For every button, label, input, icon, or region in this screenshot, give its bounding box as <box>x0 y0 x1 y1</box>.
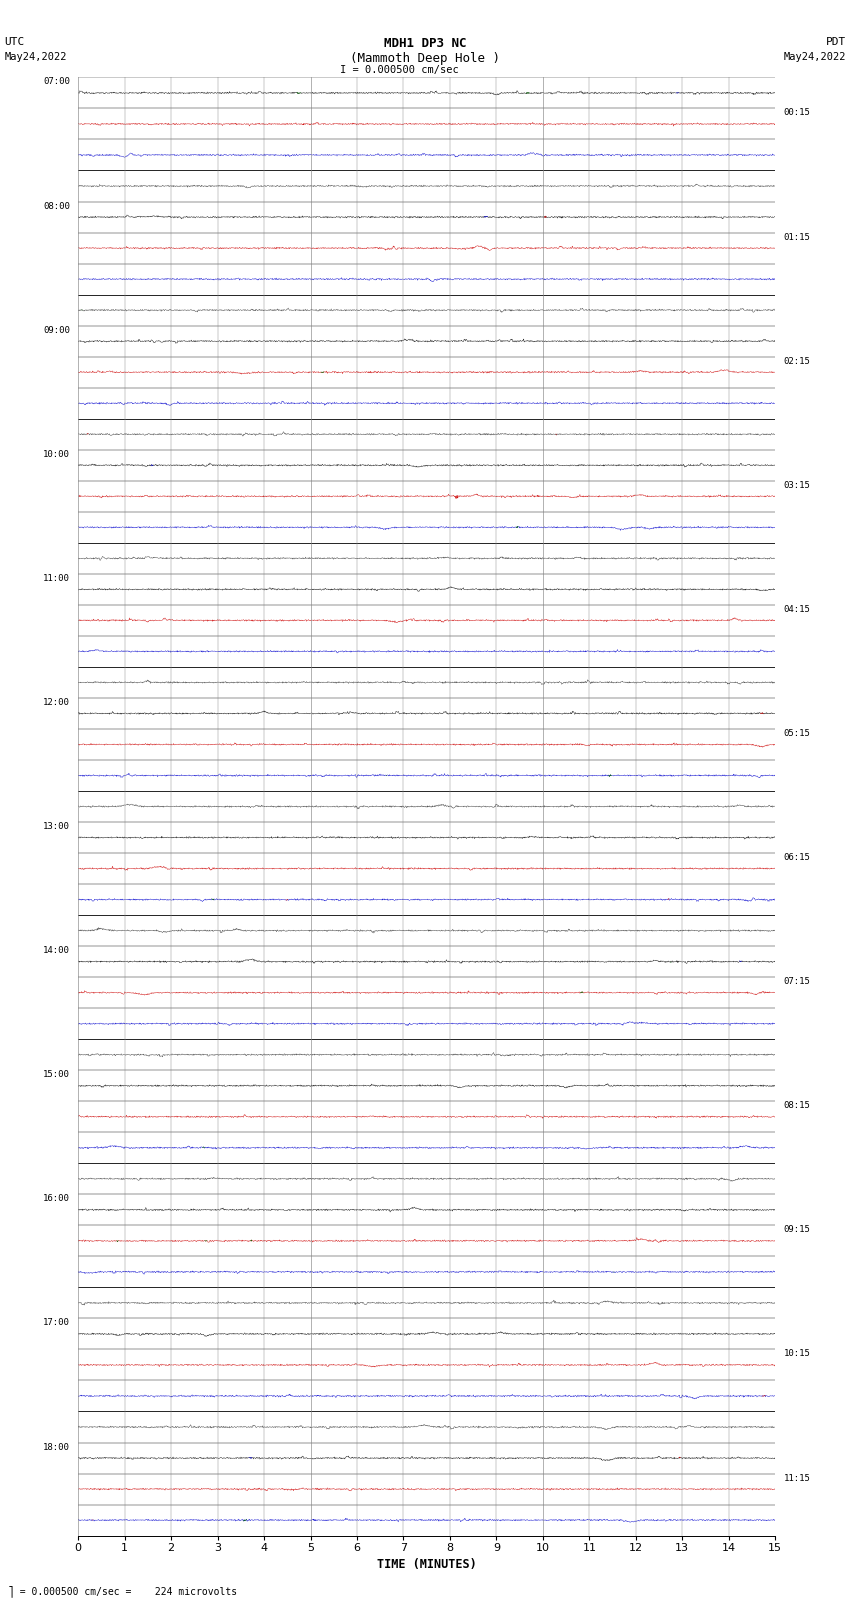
Text: (Mammoth Deep Hole ): (Mammoth Deep Hole ) <box>350 52 500 65</box>
Text: 10:15: 10:15 <box>784 1350 810 1358</box>
Text: 16:00: 16:00 <box>43 1194 70 1203</box>
Text: 17:00: 17:00 <box>43 1318 70 1327</box>
Text: 14:00: 14:00 <box>43 947 70 955</box>
Text: 09:15: 09:15 <box>784 1226 810 1234</box>
Text: I = 0.000500 cm/sec: I = 0.000500 cm/sec <box>340 65 459 74</box>
Text: 11:00: 11:00 <box>43 574 70 582</box>
Text: 11:15: 11:15 <box>784 1474 810 1482</box>
Text: 08:00: 08:00 <box>43 202 70 211</box>
Text: PDT: PDT <box>825 37 846 47</box>
Text: 06:15: 06:15 <box>784 853 810 861</box>
Text: May24,2022: May24,2022 <box>4 52 67 61</box>
Text: ⎤ = 0.000500 cm/sec =    224 microvolts: ⎤ = 0.000500 cm/sec = 224 microvolts <box>8 1586 238 1597</box>
Text: UTC: UTC <box>4 37 25 47</box>
Text: 08:15: 08:15 <box>784 1102 810 1110</box>
Text: 07:00: 07:00 <box>43 77 70 87</box>
Text: 05:15: 05:15 <box>784 729 810 737</box>
Text: 18:00: 18:00 <box>43 1442 70 1452</box>
Text: 02:15: 02:15 <box>784 356 810 366</box>
Text: 07:15: 07:15 <box>784 977 810 986</box>
Text: May24,2022: May24,2022 <box>783 52 846 61</box>
Text: 04:15: 04:15 <box>784 605 810 615</box>
Text: 01:15: 01:15 <box>784 232 810 242</box>
Text: 00:15: 00:15 <box>784 108 810 118</box>
Text: MDH1 DP3 NC: MDH1 DP3 NC <box>383 37 467 50</box>
Text: 15:00: 15:00 <box>43 1069 70 1079</box>
Text: 12:00: 12:00 <box>43 698 70 706</box>
Text: 13:00: 13:00 <box>43 823 70 831</box>
Text: 09:00: 09:00 <box>43 326 70 334</box>
Text: 10:00: 10:00 <box>43 450 70 458</box>
Text: 03:15: 03:15 <box>784 481 810 490</box>
X-axis label: TIME (MINUTES): TIME (MINUTES) <box>377 1558 477 1571</box>
